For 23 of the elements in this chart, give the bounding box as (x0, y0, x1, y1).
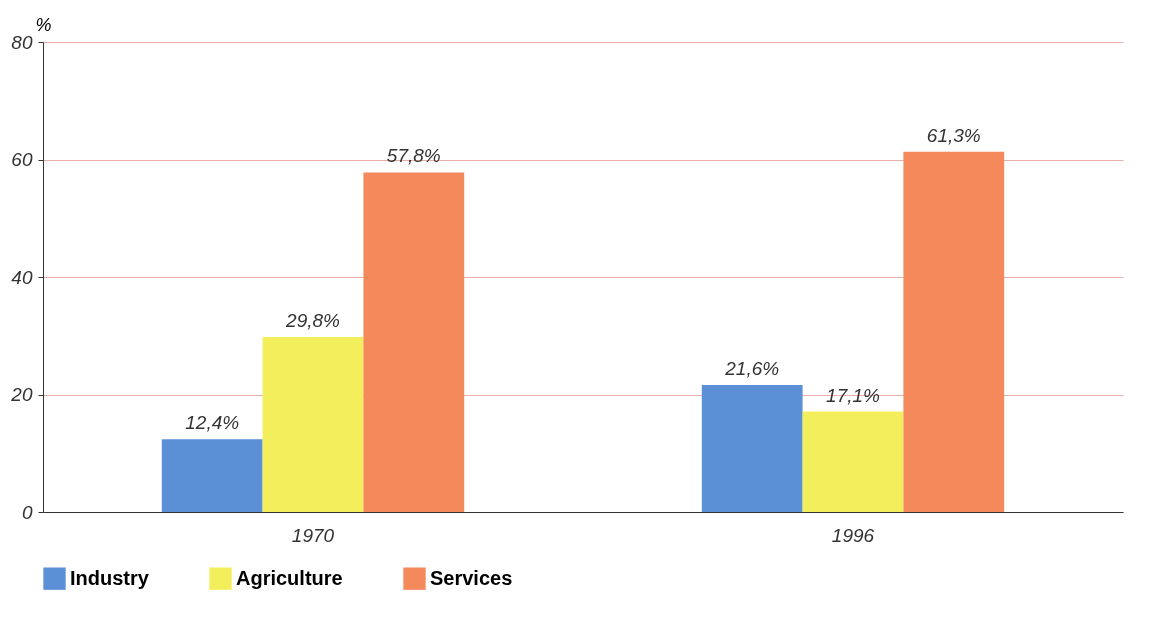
bar (701, 385, 803, 512)
y-tick-label: 60 (11, 149, 33, 170)
data-label: 61,3% (926, 124, 981, 146)
y-tick-label: 40 (11, 266, 33, 288)
legend-label: Industry (70, 566, 150, 589)
legend-label: Services (430, 566, 513, 589)
bar (802, 411, 904, 512)
y-tick-label: 20 (10, 384, 33, 405)
y-axis-title: % (35, 14, 52, 35)
y-tick-label: 0 (21, 501, 33, 523)
x-tick-label: 1970 (291, 524, 335, 546)
data-label: 17,1% (826, 384, 881, 406)
data-label: 29,8% (285, 309, 341, 331)
bar (903, 151, 1005, 512)
legend-label: Agriculture (236, 566, 343, 589)
bar (161, 439, 263, 512)
x-tick-label: 1996 (831, 524, 875, 546)
data-label: 57,8% (386, 145, 441, 167)
y-tick-label: 80 (11, 31, 33, 53)
data-label: 21,6% (724, 358, 780, 380)
bar (262, 336, 364, 512)
data-label: 12,4% (185, 412, 240, 434)
bar (363, 172, 465, 512)
